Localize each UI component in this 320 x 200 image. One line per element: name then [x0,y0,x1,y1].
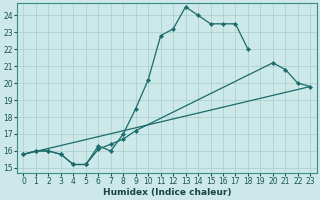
X-axis label: Humidex (Indice chaleur): Humidex (Indice chaleur) [103,188,231,197]
